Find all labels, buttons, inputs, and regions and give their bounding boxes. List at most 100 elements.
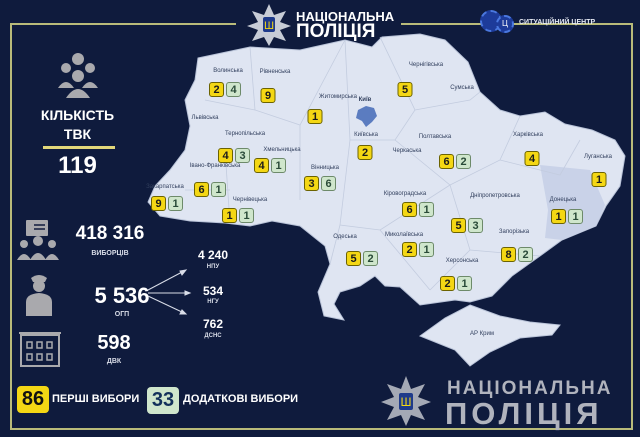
additional-elections-badge: 1 <box>211 182 226 197</box>
tvk-label-line1: КІЛЬКІСТЬ <box>40 107 115 123</box>
footer-logo-line1: НАЦІОНАЛЬНА <box>447 378 613 399</box>
region-badges: 9 <box>260 88 276 103</box>
police-officer-icon <box>26 275 52 316</box>
svg-text:Ш: Ш <box>264 20 274 32</box>
region-badges: 5 <box>397 82 413 97</box>
first-elections-badge: 6 <box>402 202 417 217</box>
first-elections-badge: 4 <box>524 151 540 166</box>
region-label: Тернопільська <box>224 131 266 137</box>
region-label: Полтавська <box>418 134 452 140</box>
region-label: Чернігівська <box>408 62 444 68</box>
region-label: Дніпропетровська <box>470 193 520 199</box>
region-label: Львівська <box>191 115 219 121</box>
situation-center-logo-icon: Ц <box>480 10 516 33</box>
npu-label: НПУ <box>206 264 220 270</box>
first-elections-badge: 4 <box>218 148 233 163</box>
ngu-count: 534 <box>202 284 224 298</box>
region-label: Черкаська <box>392 148 422 154</box>
first-elections-badge: 1 <box>307 109 323 124</box>
dsns-label: ДСНС <box>204 333 222 339</box>
additional-elections-badge: 2 <box>456 154 471 169</box>
ogp-label: ОГП <box>114 311 130 318</box>
region-label: Вінницька <box>311 165 339 171</box>
region-label: Луганська <box>584 154 612 160</box>
region-label: Миколаївська <box>384 232 424 238</box>
additional-elections-badge: 3 <box>235 148 250 163</box>
header-logo-line1: НАЦІОНАЛЬНА <box>296 9 395 24</box>
region-label: Запорізька <box>498 229 530 235</box>
police-star-watermark-icon: Ш <box>381 376 431 426</box>
first-elections-badge: 9 <box>151 196 166 211</box>
legend-first-label: ПЕРШІ ВИБОРИ <box>52 393 140 405</box>
region-label: Хмельницька <box>263 147 301 153</box>
legend-additional-label: ДОДАТКОВІ ВИБОРИ <box>183 393 299 405</box>
tvk-divider <box>43 146 115 149</box>
first-elections-badge: 6 <box>194 182 209 197</box>
region-badges: 1 <box>307 109 323 124</box>
additional-elections-badge: 3 <box>468 218 483 233</box>
region-label: Харківська <box>513 132 543 138</box>
first-elections-badge: 2 <box>402 242 417 257</box>
region-label: Житомирська <box>319 94 357 100</box>
additional-elections-badge: 6 <box>321 176 336 191</box>
region-label: Закарпатська <box>146 184 184 190</box>
additional-elections-badge: 1 <box>457 276 472 291</box>
group-people-icon <box>58 53 98 98</box>
first-elections-badge: 2 <box>440 276 455 291</box>
police-star-icon: Ш <box>247 4 291 46</box>
region-label: Івано-Франківська <box>189 163 241 169</box>
region-label: Кіровоградська <box>383 191 427 197</box>
additional-elections-badge: 2 <box>518 247 533 262</box>
first-elections-badge: 2 <box>357 145 373 160</box>
additional-elections-badge: 1 <box>419 242 434 257</box>
additional-elections-badge: 1 <box>419 202 434 217</box>
frame-top-right <box>401 23 633 25</box>
additional-elections-badge: 2 <box>363 251 378 266</box>
additional-elections-badge: 4 <box>226 82 241 97</box>
legend-additional-badge: 33 <box>147 387 179 414</box>
first-elections-badge: 4 <box>254 158 269 173</box>
voters-count: 418 316 <box>75 223 145 244</box>
ogp-breakdown-arrows-icon <box>147 269 192 315</box>
building-icon <box>19 332 61 367</box>
region-label: Рівненська <box>259 69 291 75</box>
region-label: Донецька <box>549 197 577 203</box>
additional-elections-badge: 1 <box>271 158 286 173</box>
first-elections-badge: 3 <box>304 176 319 191</box>
voters-icon <box>17 220 59 260</box>
first-elections-badge: 2 <box>209 82 224 97</box>
region-label: Одеська <box>333 234 357 240</box>
svg-text:Ш: Ш <box>401 395 412 409</box>
region-label: Чернівецька <box>232 197 268 203</box>
region-label: Київська <box>354 132 378 138</box>
region-badges: 4 <box>524 151 540 166</box>
first-elections-badge: 5 <box>397 82 413 97</box>
region-label: Херсонська <box>445 258 479 264</box>
first-elections-badge: 6 <box>439 154 454 169</box>
kyiv-city <box>356 106 377 127</box>
first-elections-badge: 5 <box>451 218 466 233</box>
frame-left <box>10 23 12 429</box>
ngu-label: НГУ <box>207 299 219 305</box>
first-elections-badge: 9 <box>260 88 276 103</box>
legend-first-badge: 86 <box>17 386 49 413</box>
region-label: Волинська <box>213 68 243 74</box>
dsns-count: 762 <box>202 317 224 331</box>
additional-elections-badge: 1 <box>168 196 183 211</box>
frame-right <box>631 23 633 429</box>
region-badges: 1 <box>591 172 607 187</box>
tvk-label-line2: ТВК <box>63 126 92 142</box>
frame-top-left <box>10 23 236 25</box>
crimea <box>418 304 561 367</box>
